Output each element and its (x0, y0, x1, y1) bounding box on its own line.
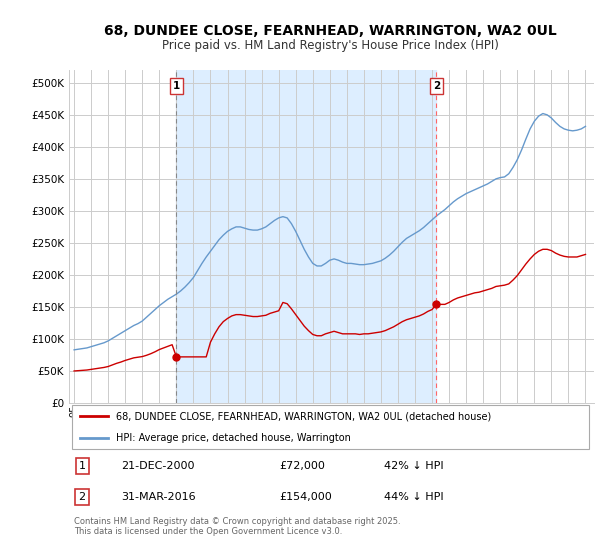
Text: 68, DUNDEE CLOSE, FEARNHEAD, WARRINGTON, WA2 0UL (detached house): 68, DUNDEE CLOSE, FEARNHEAD, WARRINGTON,… (116, 411, 491, 421)
Text: Price paid vs. HM Land Registry's House Price Index (HPI): Price paid vs. HM Land Registry's House … (161, 39, 499, 53)
Text: 21-DEC-2000: 21-DEC-2000 (121, 461, 195, 470)
Text: Contains HM Land Registry data © Crown copyright and database right 2025.
This d: Contains HM Land Registry data © Crown c… (74, 517, 401, 536)
Text: 1: 1 (79, 461, 86, 470)
Text: 44% ↓ HPI: 44% ↓ HPI (384, 492, 443, 502)
Text: £72,000: £72,000 (279, 461, 325, 470)
Bar (176, 70, 436, 403)
FancyBboxPatch shape (71, 405, 589, 449)
Text: £154,000: £154,000 (279, 492, 332, 502)
Text: 68, DUNDEE CLOSE, FEARNHEAD, WARRINGTON, WA2 0UL: 68, DUNDEE CLOSE, FEARNHEAD, WARRINGTON,… (104, 24, 556, 38)
Text: 2: 2 (79, 492, 86, 502)
Text: HPI: Average price, detached house, Warrington: HPI: Average price, detached house, Warr… (116, 433, 351, 443)
Text: 31-MAR-2016: 31-MAR-2016 (121, 492, 196, 502)
Text: 2: 2 (433, 81, 440, 91)
Text: 1: 1 (173, 81, 180, 91)
Text: 42% ↓ HPI: 42% ↓ HPI (384, 461, 443, 470)
